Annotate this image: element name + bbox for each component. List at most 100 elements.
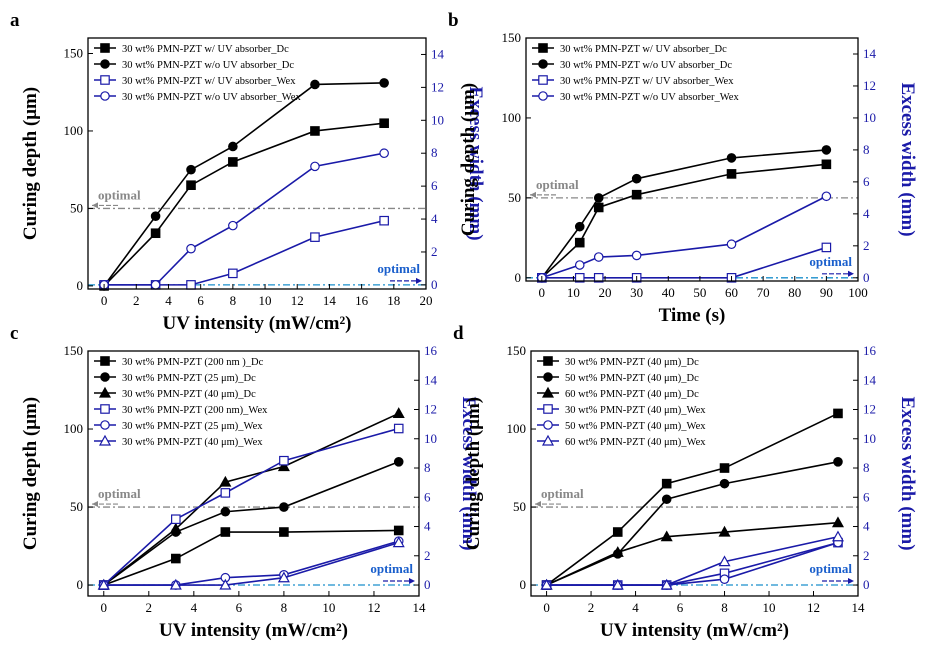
y-tick-label: 0 [77, 278, 84, 293]
data-point [540, 578, 553, 590]
data-point [169, 578, 182, 590]
data-point [310, 161, 320, 172]
data-point [310, 232, 320, 242]
y2-tick-label: 14 [863, 372, 877, 387]
legend-entry: 30 wt% PMN-PZT (40 μm)_Dc [565, 357, 699, 368]
panel-label: b [448, 10, 459, 31]
y-tick-label: 150 [64, 45, 84, 60]
y2-tick-label: 8 [863, 142, 870, 157]
optimal-label-right: optimal [809, 254, 852, 269]
y2-tick-label: 4 [431, 211, 438, 226]
series-line [103, 541, 399, 586]
data-point [593, 193, 604, 203]
legend-entry: 30 wt% PMN-PZT (200 nm)_Wex [122, 405, 268, 416]
x-axis-title: UV intensity (mW/cm²) [159, 620, 348, 641]
panel-label: a [10, 10, 20, 31]
legend-entry: 30 wt% PMN-PZT (40 μm)_Wex [122, 437, 263, 448]
series-line [104, 152, 385, 286]
data-point [393, 456, 404, 467]
x-tick-label: 40 [662, 285, 675, 300]
legend-marker [100, 372, 110, 382]
x-tick-label: 18 [387, 293, 400, 308]
panel-c: optimal optimal 0 2 4 6 8 10 12 14 0 50 100 150 0 2 4 6 8 1… [10, 323, 479, 641]
y2-tick-label: 2 [863, 548, 870, 563]
legend-marker [538, 75, 548, 85]
data-point [310, 79, 320, 90]
optimal-arrowhead-right [409, 578, 415, 585]
panel-label: c [10, 323, 18, 344]
data-point [574, 260, 585, 270]
data-point [821, 145, 832, 155]
data-point [660, 578, 673, 590]
plot-frame [87, 350, 420, 597]
legend: 30 wt% PMN-PZT (40 μm)_Dc 50 wt% PMN-PZT … [537, 356, 706, 448]
legend-marker [543, 356, 553, 366]
panel-d: optimal optimal 0 2 4 6 8 10 12 14 0 50 100 150 0 2 4 6 8 1… [453, 323, 918, 641]
data-point [228, 268, 238, 279]
x-axis-title: UV intensity (mW/cm²) [600, 620, 789, 641]
x-tick-label: 14 [323, 293, 337, 308]
legend-marker [541, 434, 555, 446]
x-axis-title: Time (s) [659, 305, 726, 326]
data-point [279, 455, 289, 466]
optimal-arrowhead-right [848, 270, 854, 277]
legend-entry: 60 wt% PMN-PZT (40 μm)_Dc [565, 389, 699, 400]
y-tick-label: 50 [70, 200, 83, 215]
y2-tick-label: 2 [424, 548, 431, 563]
y2-tick-label: 12 [424, 402, 437, 417]
series-line [546, 535, 839, 586]
legend-marker [538, 59, 548, 69]
y-tick-label: 150 [502, 30, 522, 45]
y-tick-label: 100 [502, 110, 522, 125]
legend-marker [543, 420, 553, 430]
x-tick-label: 2 [146, 600, 153, 615]
series-line [541, 149, 827, 279]
x-tick-label: 6 [677, 600, 684, 615]
x-tick-label: 12 [807, 600, 820, 615]
data-point [612, 527, 623, 537]
series-1 [537, 159, 832, 283]
data-point [379, 78, 389, 88]
x-tick-label: 100 [848, 285, 868, 300]
y2-axis-title: Excess width (mm) [897, 82, 918, 236]
y-axis-title: Curing depth (μm) [463, 397, 484, 550]
y2-tick-label: 0 [431, 277, 438, 292]
optimal-label-right: optimal [809, 561, 852, 576]
y-axis-title: Curing depth (μm) [20, 397, 41, 550]
y2-tick-label: 2 [863, 238, 870, 253]
legend-marker [100, 420, 110, 430]
y-tick-label: 100 [64, 421, 84, 436]
y-tick-label: 150 [64, 343, 84, 358]
legend-marker [98, 434, 112, 446]
x-tick-label: 6 [197, 293, 204, 308]
legend-marker [100, 404, 110, 414]
x-tick-label: 0 [543, 600, 550, 615]
series-3 [99, 215, 389, 290]
optimal-arrowhead-right [848, 578, 854, 585]
series-line [103, 461, 400, 586]
data-point [220, 488, 231, 498]
data-point [186, 280, 196, 290]
legend-entry: 50 wt% PMN-PZT (40 μm)_Dc [565, 373, 699, 384]
data-point [169, 522, 182, 534]
data-point [186, 164, 196, 175]
x-tick-label: 8 [281, 600, 288, 615]
data-point [97, 578, 110, 590]
y2-tick-label: 8 [431, 145, 438, 160]
data-point [833, 456, 843, 467]
data-point [279, 502, 289, 512]
plot-frame [87, 37, 427, 290]
legend-marker [100, 59, 110, 69]
x-tick-label: 14 [852, 600, 866, 615]
y2-tick-label: 0 [863, 577, 870, 592]
y2-tick-label: 4 [863, 206, 870, 221]
y2-tick-label: 6 [424, 489, 431, 504]
x-tick-label: 12 [367, 600, 380, 615]
data-point [277, 571, 290, 583]
data-point [831, 530, 844, 542]
data-point [718, 555, 731, 567]
data-point [631, 173, 642, 184]
legend-entry: 30 wt% PMN-PZT (200 nm )_Dc [122, 357, 264, 368]
y2-tick-label: 10 [431, 112, 444, 127]
